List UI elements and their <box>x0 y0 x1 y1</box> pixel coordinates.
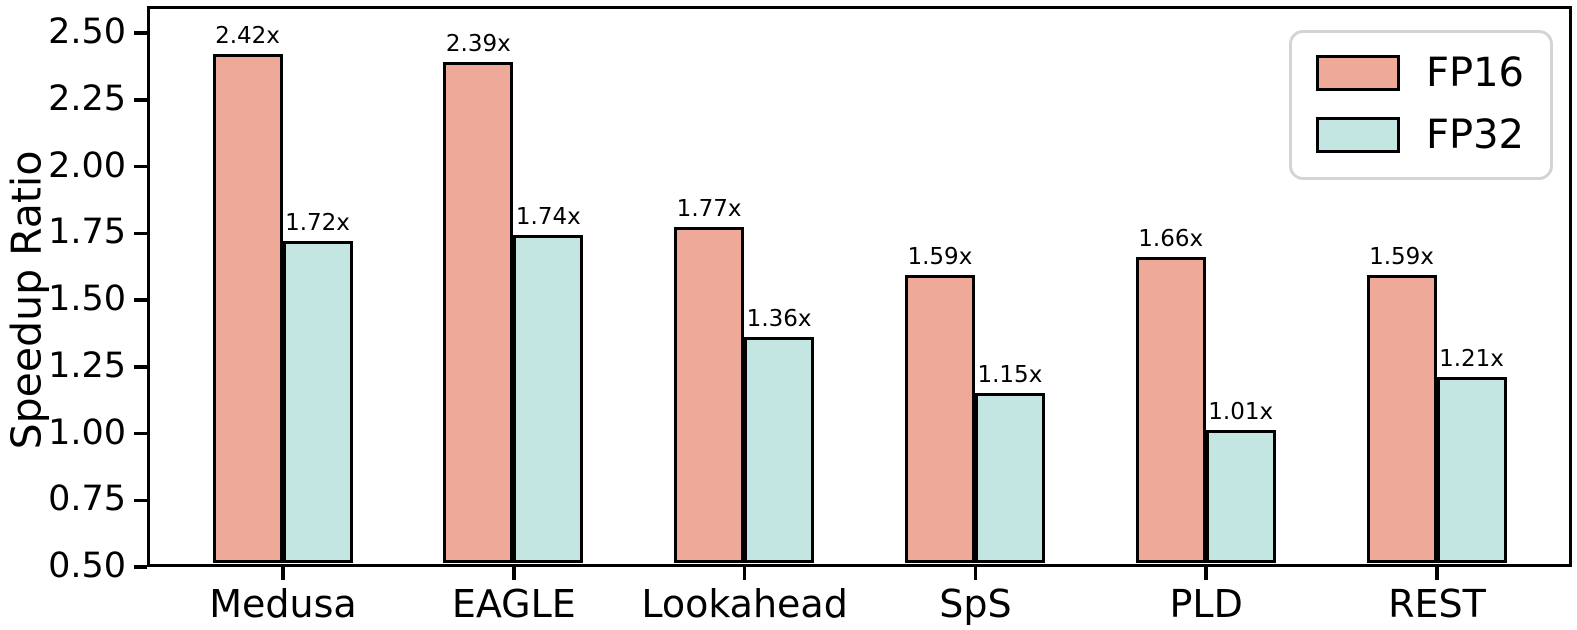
legend-label-fp32: FP32 <box>1425 112 1524 158</box>
x-tick-mark <box>1435 567 1439 580</box>
fp16-color-swatch <box>1315 55 1400 91</box>
bar-fp16-eagle <box>443 61 514 563</box>
x-tick-label-medusa: Medusa <box>209 582 357 626</box>
y-tick-label: 1.00 <box>48 412 126 453</box>
bar-value-label: 1.74x <box>515 204 581 231</box>
y-tick-label: 1.25 <box>48 345 126 386</box>
fp32-color-swatch <box>1315 117 1400 153</box>
bar-fp16-rest <box>1366 275 1437 563</box>
plot-area: 2.42x 2.39x 1.77x 1.59x 1.66x 1.59x 1.72x 1.74x… <box>147 6 1572 567</box>
bar-fp16-pld <box>1135 256 1206 563</box>
y-tick-label: 1.75 <box>48 212 126 253</box>
bar-fp32-rest <box>1436 376 1507 563</box>
y-tick-mark <box>134 231 147 235</box>
x-tick-label-rest: REST <box>1388 582 1486 626</box>
bar-value-label: 1.36x <box>746 305 812 332</box>
y-tick-label: 2.00 <box>48 145 126 186</box>
y-tick-label: 1.50 <box>48 279 126 319</box>
legend: FP16 FP32 <box>1288 30 1553 180</box>
bar-fp16-lookahead <box>674 227 745 563</box>
y-tick-mark <box>134 164 147 169</box>
bar-fp32-sps <box>974 392 1045 563</box>
y-tick-mark <box>134 565 147 569</box>
y-tick-label: 2.50 <box>48 12 126 52</box>
x-tick-label-sps: SpS <box>939 582 1012 626</box>
bar-fp16-medusa <box>212 53 283 563</box>
bar-value-label: 1.66x <box>1138 225 1204 252</box>
bar-fp32-eagle <box>513 235 584 563</box>
y-tick-mark <box>134 298 147 302</box>
bar-value-label: 1.59x <box>1369 244 1434 271</box>
x-tick-label-lookahead: Lookahead <box>641 582 848 626</box>
bar-fp32-medusa <box>282 240 353 563</box>
x-tick-mark <box>512 567 516 580</box>
y-tick-mark <box>134 98 147 102</box>
bar-value-label: 2.39x <box>445 30 511 57</box>
legend-label-fp16: FP16 <box>1425 50 1524 96</box>
x-tick-mark <box>281 567 285 580</box>
legend-item-fp16: FP16 <box>1315 50 1524 96</box>
bar-value-label: 1.72x <box>285 209 350 236</box>
bar-fp32-lookahead <box>744 336 815 563</box>
x-tick-mark <box>1204 567 1208 580</box>
bar-value-label: 1.59x <box>907 244 973 271</box>
y-tick-mark <box>134 31 147 35</box>
bar-value-label: 1.15x <box>977 361 1043 388</box>
y-tick-mark <box>134 498 147 502</box>
y-tick-mark <box>134 365 147 369</box>
bar-value-label: 2.42x <box>215 22 280 49</box>
bar-value-label: 1.21x <box>1439 345 1504 372</box>
bar-value-label: 1.01x <box>1208 399 1274 426</box>
legend-item-fp32: FP32 <box>1315 112 1524 158</box>
x-tick-mark <box>742 567 747 580</box>
y-tick-label: 0.50 <box>48 546 126 586</box>
x-tick-mark <box>973 567 978 580</box>
x-tick-label-eagle: EAGLE <box>451 582 576 626</box>
y-tick-mark <box>134 431 147 436</box>
bar-value-label: 1.77x <box>676 196 742 223</box>
bar-fp16-sps <box>904 275 975 563</box>
bar-fp32-pld <box>1205 430 1276 563</box>
x-tick-label-pld: PLD <box>1169 582 1243 626</box>
y-tick-label: 2.25 <box>48 78 126 119</box>
y-tick-label: 0.75 <box>48 479 126 520</box>
